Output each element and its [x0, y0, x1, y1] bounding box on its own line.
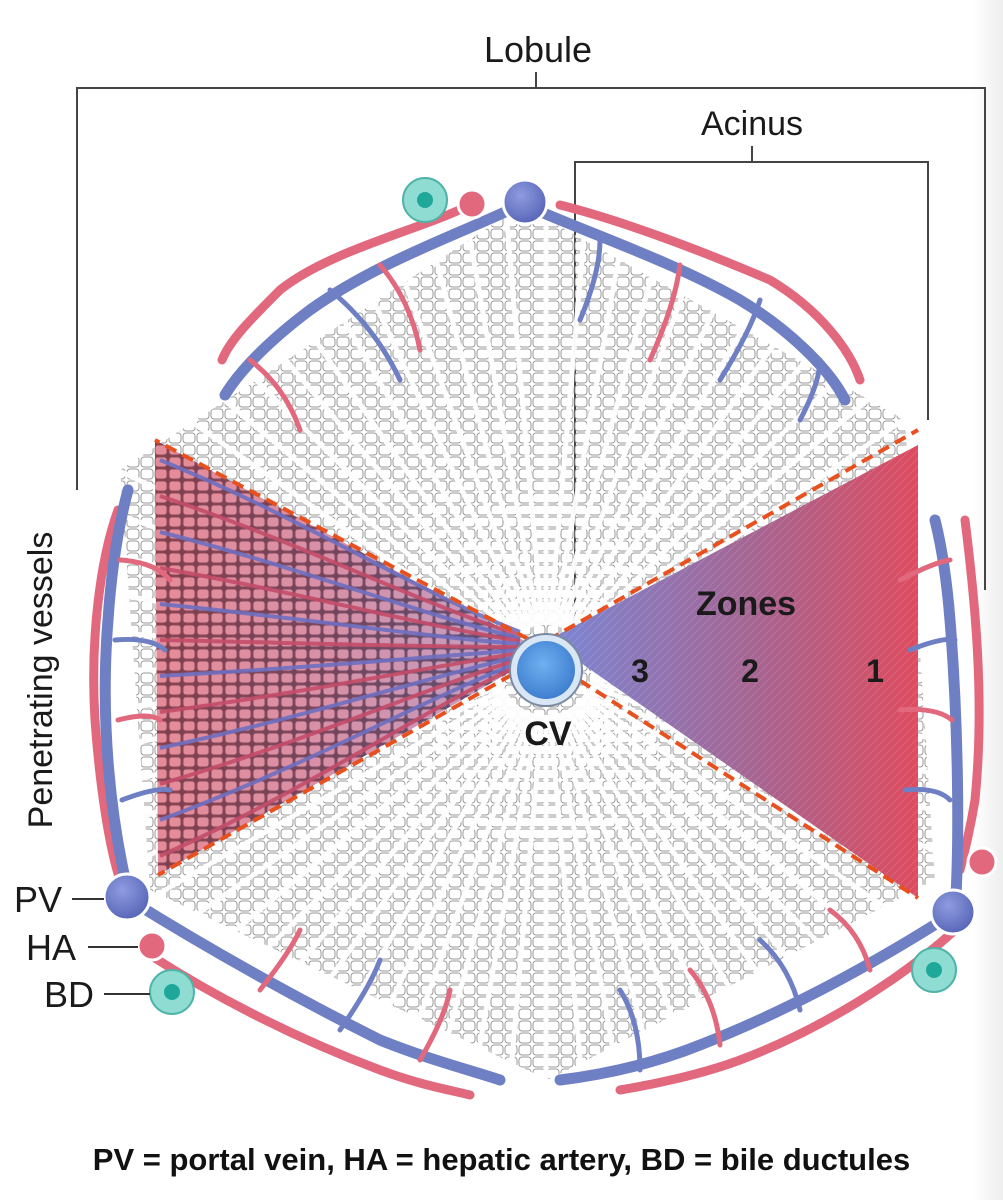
zone-2-label: 2	[741, 653, 759, 689]
zone-boundary-lines	[154, 428, 920, 900]
central-vein	[509, 633, 583, 707]
zone-3-label: 3	[631, 653, 649, 689]
zone-1-label: 1	[866, 653, 884, 689]
portal-triad-top	[402, 177, 549, 226]
penetrating-vessel-twigs	[112, 237, 958, 1073]
zones-wedge	[548, 445, 918, 898]
pv-label: PV	[14, 879, 62, 920]
hepatic-artery-branches	[89, 200, 984, 1100]
portal-triad-bottom-left	[102, 872, 195, 1015]
bd-label: BD	[44, 974, 94, 1015]
acinus-label: Acinus	[701, 105, 803, 143]
zones-label: Zones	[696, 585, 796, 623]
caption: PV = portal vein, HA = hepatic artery, B…	[92, 1142, 911, 1177]
left-acinus-wedge	[155, 440, 545, 875]
penetrating-vessels-label: Penetrating vessels	[22, 532, 60, 829]
ha-label: HA	[26, 927, 76, 968]
portal-triad-bottom-right	[911, 846, 998, 993]
liver-lobule-diagram: Lobule Acinus	[14, 29, 998, 1100]
cv-label: CV	[524, 715, 572, 753]
lobule-bracket	[76, 72, 986, 590]
lobule-label: Lobule	[484, 29, 592, 70]
